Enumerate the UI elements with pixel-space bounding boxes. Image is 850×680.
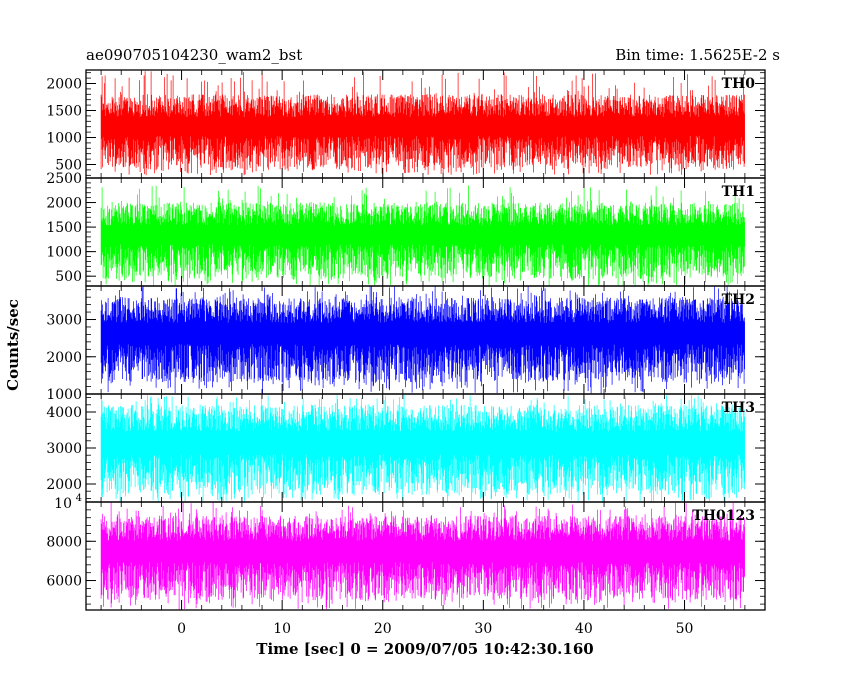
panel-frame bbox=[85, 501, 766, 611]
x-tick-label: 30 bbox=[474, 621, 492, 637]
x-tick-label: 0 bbox=[177, 621, 186, 637]
series-th2-line bbox=[100, 286, 745, 394]
y-tick-label: 2000 bbox=[46, 77, 82, 93]
series-th1-line bbox=[100, 185, 745, 286]
panel-label-th1: TH1 bbox=[722, 184, 755, 200]
panel-label-th0: TH0 bbox=[722, 76, 756, 92]
panel-th3: 2000 3000 4000 TH3 bbox=[46, 393, 766, 503]
chart-title: ae090705104230_wam2_bst bbox=[86, 46, 302, 64]
panel-label-th3: TH3 bbox=[722, 400, 755, 416]
y-top-label: 10 bbox=[54, 496, 72, 512]
y-tick-label: 1000 bbox=[46, 131, 82, 147]
series-th0123-line bbox=[100, 502, 745, 610]
x-tick-label: 50 bbox=[676, 621, 694, 637]
y-tick-label: 2000 bbox=[46, 196, 82, 212]
y-tick-label: 4000 bbox=[46, 405, 82, 421]
y-tick-label: 1500 bbox=[46, 104, 82, 120]
x-axis: 0 10 20 30 40 50 bbox=[177, 621, 693, 637]
y-tick-label: 1000 bbox=[46, 245, 82, 261]
y-tick-label: 3000 bbox=[46, 441, 82, 457]
y-top-label-exponent: 4 bbox=[76, 493, 82, 504]
x-tick-label: 10 bbox=[273, 621, 291, 637]
x-axis-label: Time [sec] 0 = 2009/07/05 10:42:30.160 bbox=[256, 640, 593, 658]
y-tick-label: 2000 bbox=[46, 477, 82, 493]
panel-th0: 500 1000 1500 2000 TH0 bbox=[46, 69, 766, 179]
panel-stack: 500 1000 1500 2000 TH0 500 1000 1500 2000 2500 TH1… bbox=[46, 69, 766, 611]
y-axis-label: Counts/sec bbox=[4, 299, 22, 391]
y-tick-label: 2500 bbox=[46, 171, 82, 187]
y-tick-label: 1500 bbox=[46, 220, 82, 236]
bin-time-label: Bin time: 1.5625E-2 s bbox=[615, 46, 780, 64]
x-tick-label: 20 bbox=[374, 621, 392, 637]
y-tick-label: 2000 bbox=[46, 350, 82, 366]
x-tick-label: 40 bbox=[575, 621, 593, 637]
panel-label-th2: TH2 bbox=[722, 292, 755, 308]
y-tick-label: 500 bbox=[55, 269, 82, 285]
y-tick-label: 1000 bbox=[46, 387, 82, 403]
panel-th2: 1000 2000 3000 TH2 bbox=[46, 285, 766, 403]
y-tick-label: 8000 bbox=[46, 534, 82, 550]
series-th3-line bbox=[100, 394, 745, 502]
panel-th0123: 6000 8000 10 4 TH0123 bbox=[46, 493, 766, 611]
y-tick-label: 6000 bbox=[46, 574, 82, 590]
series-th0-line bbox=[100, 71, 745, 176]
y-tick-label: 3000 bbox=[46, 313, 82, 329]
panel-th1: 500 1000 1500 2000 2500 TH1 bbox=[46, 171, 766, 287]
y-tick-label: 500 bbox=[55, 158, 82, 174]
panel-label-th0123: TH0123 bbox=[692, 508, 755, 524]
